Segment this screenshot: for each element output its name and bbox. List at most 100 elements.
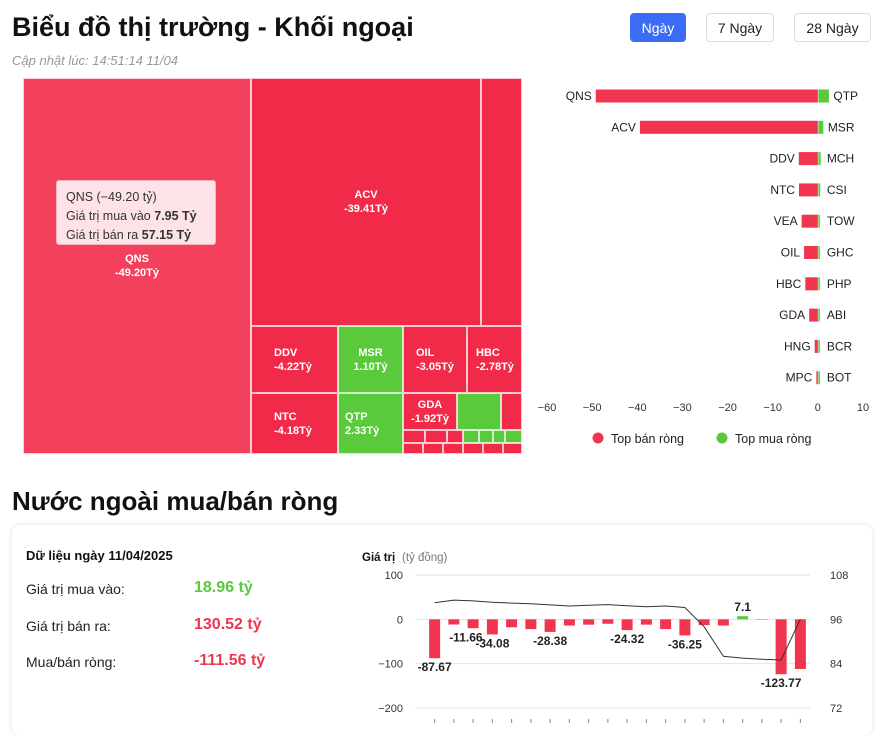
sell-bar-label: GDA — [779, 308, 805, 322]
net-bar — [698, 619, 710, 626]
tile-code: HBC — [476, 346, 500, 359]
treemap-tile-qns[interactable]: QNS -49.20Tỷ — [23, 78, 251, 454]
treemap-tile-hbc[interactable]: HBC -2.78Tỷ — [467, 326, 522, 393]
net-flow-chart: Giá trị (tỷ đồng) 100 0 −100 −200 108 96 84 72 -87… — [362, 552, 848, 723]
data-label: 7.1 — [734, 600, 751, 614]
summary-card — [12, 525, 872, 735]
treemap-tile-small[interactable] — [423, 443, 443, 454]
tab-7-days[interactable]: 7 Ngày — [706, 13, 774, 42]
y-tick-label: 100 — [385, 570, 403, 582]
treemap-tile-small[interactable] — [403, 430, 425, 443]
sell-bar-label: ACV — [611, 120, 636, 134]
tooltip-buy-label: Giá trị mua vào — [66, 209, 151, 223]
tile-value: -39.41Tỷ — [343, 203, 389, 215]
treemap-tile-small[interactable] — [463, 443, 483, 454]
net-bar — [679, 619, 691, 636]
buy-bar-label: TOW — [827, 214, 855, 228]
y2-tick-label: 96 — [830, 614, 842, 626]
tile-code: ACV — [354, 189, 378, 201]
treemap-tile-ntc[interactable]: NTC -4.18Tỷ — [251, 393, 338, 454]
treemap-tile-qtp[interactable]: QTP 2.33Tỷ — [338, 393, 403, 454]
treemap-tile-small[interactable] — [503, 443, 522, 454]
y2-tick-label: 72 — [830, 703, 842, 715]
sell-bar-label: MPC — [786, 371, 813, 385]
buy-bar-label: BCR — [827, 339, 853, 353]
treemap-tooltip: QNS (−49.20 tỷ) Giá trị mua vào 7.95 Tỷ … — [56, 180, 216, 245]
sell-bar — [798, 183, 818, 197]
data-label: -36.25 — [668, 637, 702, 651]
treemap-tile-small[interactable] — [443, 443, 463, 454]
tile-value: -4.22Tỷ — [274, 360, 312, 373]
tooltip-sell-row: Giá trị bán ra 57.15 Tỷ — [66, 226, 206, 245]
buy-bar — [818, 308, 820, 322]
data-label: -123.77 — [761, 676, 802, 690]
net-value: -111.56 tỷ — [194, 652, 266, 669]
buy-label: Giá trị mua vào: — [26, 581, 125, 597]
treemap-tile-small[interactable] — [447, 430, 463, 443]
legend-buy-label: Top mua ròng — [735, 432, 811, 446]
treemap-tile-msr[interactable]: MSR 1.10Tỷ — [338, 326, 403, 393]
page-title: Biểu đồ thị trường - Khối ngoại — [12, 12, 414, 42]
summary-date: Dữ liệu ngày 11/04/2025 — [26, 548, 173, 563]
tab-day[interactable]: Ngày — [630, 13, 686, 42]
buy-bar-label: PHP — [827, 277, 852, 291]
treemap-tile-small[interactable] — [483, 443, 503, 454]
tile-code: OIL — [416, 346, 435, 359]
treemap-tile-small[interactable] — [501, 393, 522, 430]
sell-bar — [595, 89, 818, 103]
x-tick-label: −40 — [628, 402, 647, 414]
sell-bar — [798, 152, 818, 166]
buy-bar — [818, 120, 824, 134]
buy-bar-label: QTP — [833, 89, 858, 103]
sell-bar-label: HNG — [784, 339, 811, 353]
sell-bar-label: OIL — [781, 246, 801, 260]
treemap: QNS -49.20Tỷ ACV -39.41Tỷ DDV -4.22Tỷ MS… — [23, 78, 522, 454]
treemap-tile-small[interactable] — [505, 430, 522, 443]
treemap-tile-small[interactable] — [463, 430, 479, 443]
buy-bar — [818, 89, 829, 103]
buy-bar — [818, 214, 820, 228]
tile-code: QNS — [125, 253, 149, 265]
x-tick-label: −20 — [718, 402, 737, 414]
sell-label: Giá trị bán ra: — [26, 618, 111, 634]
treemap-tile-small[interactable] — [457, 393, 501, 430]
top-net-bar-chart: QNS QTP ACV MSR DDV MCH NTC CSI VEA TOW OIL GHC HBC P… — [538, 89, 869, 446]
treemap-tile-small[interactable] — [425, 430, 447, 443]
tile-code: DDV — [274, 346, 298, 359]
tile-code: QTP — [345, 410, 368, 423]
net-label: Mua/bán ròng: — [26, 654, 117, 670]
tooltip-buy-value: 7.95 Tỷ — [154, 209, 197, 223]
data-label: -34.08 — [475, 636, 509, 650]
x-tick-label: −50 — [583, 402, 602, 414]
sell-bar-label: NTC — [770, 183, 795, 197]
tile-value: -2.78Tỷ — [476, 360, 514, 373]
treemap-tile-small[interactable] — [403, 443, 423, 454]
net-bar — [486, 619, 498, 635]
tile-code: NTC — [274, 410, 297, 423]
sell-bar-label: VEA — [774, 214, 798, 228]
legend-buy-marker — [716, 432, 728, 444]
tile-value: -49.20Tỷ — [114, 267, 160, 279]
section-title: Nước ngoài mua/bán ròng — [12, 486, 339, 516]
buy-bar-label: MSR — [828, 120, 855, 134]
sell-bar — [814, 339, 818, 353]
treemap-tile-acv[interactable]: ACV -39.41Tỷ — [251, 78, 481, 326]
treemap-tile-oil[interactable]: OIL -3.05Tỷ — [403, 326, 467, 393]
tooltip-title: QNS (−49.20 tỷ) — [66, 190, 157, 204]
x-tick-label: −60 — [538, 402, 557, 414]
buy-value: 18.96 tỷ — [194, 579, 253, 596]
treemap-tile-small[interactable] — [493, 430, 505, 443]
legend-sell-label: Top bán ròng — [611, 432, 684, 446]
buy-bar — [818, 277, 820, 291]
tab-28-days[interactable]: 28 Ngày — [794, 13, 871, 42]
treemap-tile-ddv[interactable]: DDV -4.22Tỷ — [251, 326, 338, 393]
sell-bar — [801, 214, 818, 228]
treemap-tile-small[interactable] — [481, 78, 522, 326]
net-bar — [525, 619, 537, 630]
tooltip-sell-label: Giá trị bán ra — [66, 228, 139, 242]
net-bar — [544, 619, 556, 632]
tile-value: -4.18Tỷ — [274, 424, 312, 437]
treemap-tile-small[interactable] — [479, 430, 493, 443]
treemap-tile-gda[interactable]: GDA -1.92Tỷ — [403, 393, 457, 430]
updated-timestamp: Cập nhật lúc: 14:51:14 11/04 — [12, 53, 178, 68]
